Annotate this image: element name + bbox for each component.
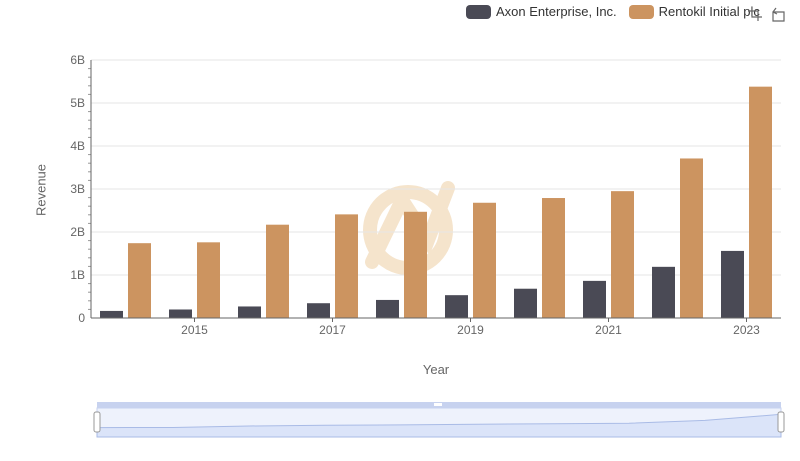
bars (100, 86, 772, 318)
grid-lines (91, 59, 781, 276)
x-axis-title: Year (422, 362, 450, 377)
zoom-select-icon[interactable] (747, 6, 763, 22)
legend-label-axon: Axon Enterprise, Inc. (496, 4, 617, 19)
toolbox (747, 6, 786, 22)
bar-axon (721, 250, 744, 318)
bar-axon (238, 306, 261, 318)
bar-axon (376, 299, 399, 318)
legend: Axon Enterprise, Inc. Rentokil Initial p… (466, 4, 772, 19)
x-tick-label: 2021 (595, 323, 622, 337)
x-tick-label: 2017 (319, 323, 346, 337)
bar-rentokil (335, 214, 358, 318)
bar-rentokil (404, 211, 427, 318)
y-tick-label: 6B (70, 53, 85, 67)
bar-rentokil (680, 158, 703, 318)
zoom-slider[interactable] (93, 402, 785, 438)
bar-rentokil (266, 224, 289, 318)
legend-item-axon[interactable]: Axon Enterprise, Inc. (466, 4, 617, 19)
y-tick-labels: 0 1B 2B 3B 4B 5B 6B (70, 53, 85, 325)
x-tick-labels: 2015 2017 2019 2021 2023 (181, 318, 760, 337)
y-tick-label: 4B (70, 139, 85, 153)
y-tick-label: 1B (70, 268, 85, 282)
y-axis-title: Revenue (33, 163, 49, 217)
bar-rentokil (128, 243, 151, 318)
zoom-reset-icon[interactable] (770, 6, 786, 22)
y-tick-label: 3B (70, 182, 85, 196)
bar-rentokil (542, 198, 565, 318)
bar-rentokil (473, 202, 496, 318)
x-tick-label: 2019 (457, 323, 484, 337)
bar-rentokil (749, 86, 772, 318)
legend-swatch-rentokil (628, 4, 654, 19)
zoom-handle-left (93, 411, 101, 433)
bar-rentokil (197, 242, 220, 318)
bar-axon (652, 266, 675, 318)
y-tick-label: 5B (70, 96, 85, 110)
legend-swatch-axon (466, 4, 491, 19)
bar-axon (169, 309, 192, 318)
y-tick-label: 0 (78, 311, 85, 325)
bar-axon (100, 310, 123, 318)
bar-axon (583, 280, 606, 318)
bar-rentokil (611, 191, 634, 318)
x-tick-label: 2023 (733, 323, 760, 337)
legend-item-rentokil[interactable]: Rentokil Initial plc (628, 4, 760, 19)
zoom-handle-right (777, 411, 785, 433)
legend-label-rentokil: Rentokil Initial plc (658, 4, 760, 19)
bar-axon (514, 288, 537, 318)
y-tick-label: 2B (70, 225, 85, 239)
bar-axon (445, 295, 468, 318)
zoom-grip (434, 403, 442, 406)
bar-axon (307, 303, 330, 318)
x-tick-label: 2015 (181, 323, 208, 337)
axes (90, 60, 781, 319)
